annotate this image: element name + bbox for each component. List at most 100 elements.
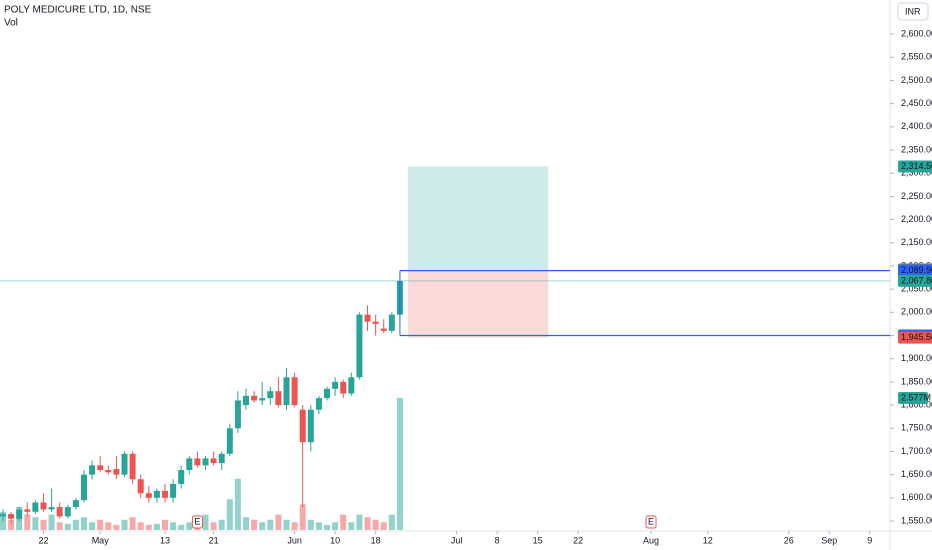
candle-body bbox=[348, 377, 355, 394]
x-tick-label: May bbox=[92, 535, 110, 545]
volume-bar bbox=[283, 519, 290, 530]
chart-title: POLY MEDICURE LTD, 1D, NSE bbox=[4, 5, 152, 16]
candle-body bbox=[56, 507, 63, 517]
volume-bar bbox=[153, 523, 160, 530]
x-tick-label: 15 bbox=[533, 535, 543, 545]
event-label: E bbox=[648, 516, 654, 526]
volume-title: Vol bbox=[4, 18, 18, 29]
y-tick-label: 2,250.00 bbox=[901, 191, 932, 201]
currency[interactable]: INR bbox=[905, 6, 921, 16]
y-tick-label: 1,900.00 bbox=[901, 353, 932, 363]
y-tick-label: 1,800.00 bbox=[901, 399, 932, 409]
currency-box[interactable] bbox=[897, 2, 929, 21]
x-tick-label: 12 bbox=[703, 535, 713, 545]
volume-bar bbox=[315, 522, 322, 530]
volume-bar bbox=[105, 522, 112, 530]
candle-body bbox=[380, 328, 387, 331]
candle-body bbox=[8, 514, 15, 519]
volume-bar bbox=[364, 517, 371, 530]
candle-body bbox=[332, 381, 339, 389]
volume-bar bbox=[291, 522, 298, 530]
volume-bar bbox=[56, 522, 63, 530]
candle-body bbox=[121, 453, 128, 475]
candle-body bbox=[218, 453, 225, 464]
candle-body bbox=[210, 458, 217, 464]
y-tick-label: 2,200.00 bbox=[901, 214, 932, 224]
event-marker bbox=[191, 515, 203, 529]
candle-body bbox=[234, 400, 241, 429]
volume-bar bbox=[388, 514, 395, 530]
candle-body bbox=[113, 469, 120, 475]
volume-bar bbox=[340, 514, 347, 530]
y-tick-label: 2,350.00 bbox=[901, 144, 932, 154]
volume-bar bbox=[243, 517, 250, 530]
x-tick-label: 22 bbox=[573, 535, 583, 545]
volume-bar bbox=[251, 519, 258, 530]
candle-body bbox=[81, 474, 88, 501]
candle-body bbox=[89, 465, 96, 475]
candle-body bbox=[275, 391, 282, 406]
volume-bar bbox=[121, 519, 128, 530]
volume-bar bbox=[234, 478, 241, 530]
price-tag bbox=[898, 160, 932, 173]
volume-bar bbox=[89, 522, 96, 530]
candle-body bbox=[137, 479, 144, 494]
candle-body bbox=[194, 458, 201, 466]
x-tick-label: Jul bbox=[451, 535, 463, 545]
y-tick-label: 1,750.00 bbox=[901, 423, 932, 433]
candle-body bbox=[97, 465, 104, 471]
candle-body bbox=[291, 377, 298, 406]
candle-body bbox=[356, 314, 363, 378]
x-tick-label: Sep bbox=[821, 535, 837, 545]
candle-body bbox=[64, 507, 71, 517]
volume-bar bbox=[267, 519, 274, 530]
candle-body bbox=[0, 514, 6, 517]
volume-tag-label: 2.577M bbox=[901, 392, 931, 402]
volume-bar bbox=[170, 522, 177, 530]
volume-bar bbox=[324, 524, 331, 530]
x-tick-label: 18 bbox=[371, 535, 381, 545]
x-tick-label: 26 bbox=[784, 535, 794, 545]
candle-body bbox=[16, 509, 23, 519]
x-tick-label: 21 bbox=[209, 535, 219, 545]
x-tick-label: 13 bbox=[160, 535, 170, 545]
x-tick-label: Aug bbox=[643, 535, 659, 545]
volume-bar bbox=[81, 517, 88, 530]
volume-tag bbox=[898, 392, 928, 404]
volume-bar bbox=[380, 522, 387, 530]
volume-bar bbox=[24, 514, 31, 530]
volume-bar bbox=[356, 514, 363, 530]
candle-body bbox=[299, 409, 306, 443]
volume-bar bbox=[307, 519, 314, 530]
candle-body bbox=[364, 314, 371, 322]
candle-body bbox=[24, 509, 31, 512]
candle-body bbox=[267, 391, 274, 399]
volume-bar bbox=[162, 519, 169, 530]
volume-bar bbox=[186, 522, 193, 530]
y-tick-label: 2,400.00 bbox=[901, 121, 932, 131]
y-tick-label: 2,500.00 bbox=[901, 75, 932, 85]
volume-bar bbox=[137, 522, 144, 530]
volume-bar bbox=[178, 524, 185, 530]
candle-body bbox=[48, 507, 55, 510]
price-tag bbox=[898, 264, 932, 277]
candle-body bbox=[324, 388, 331, 399]
candle-body bbox=[129, 453, 136, 480]
event-label: E bbox=[194, 516, 200, 526]
volume-bar bbox=[113, 524, 120, 530]
candle-body bbox=[388, 314, 395, 331]
y-tick-label: 1,850.00 bbox=[901, 376, 932, 386]
candle-body bbox=[153, 490, 160, 498]
y-tick-label: 2,600.00 bbox=[901, 28, 932, 38]
volume-bar bbox=[202, 514, 209, 530]
y-tick-label: 1,550.00 bbox=[901, 515, 932, 525]
candle-body bbox=[40, 502, 47, 510]
volume-bar bbox=[64, 523, 71, 530]
volume-bar bbox=[145, 524, 152, 530]
volume-bar bbox=[210, 522, 217, 530]
candle-body bbox=[178, 470, 185, 484]
candle-body bbox=[32, 502, 39, 512]
volume-bar bbox=[72, 519, 79, 530]
